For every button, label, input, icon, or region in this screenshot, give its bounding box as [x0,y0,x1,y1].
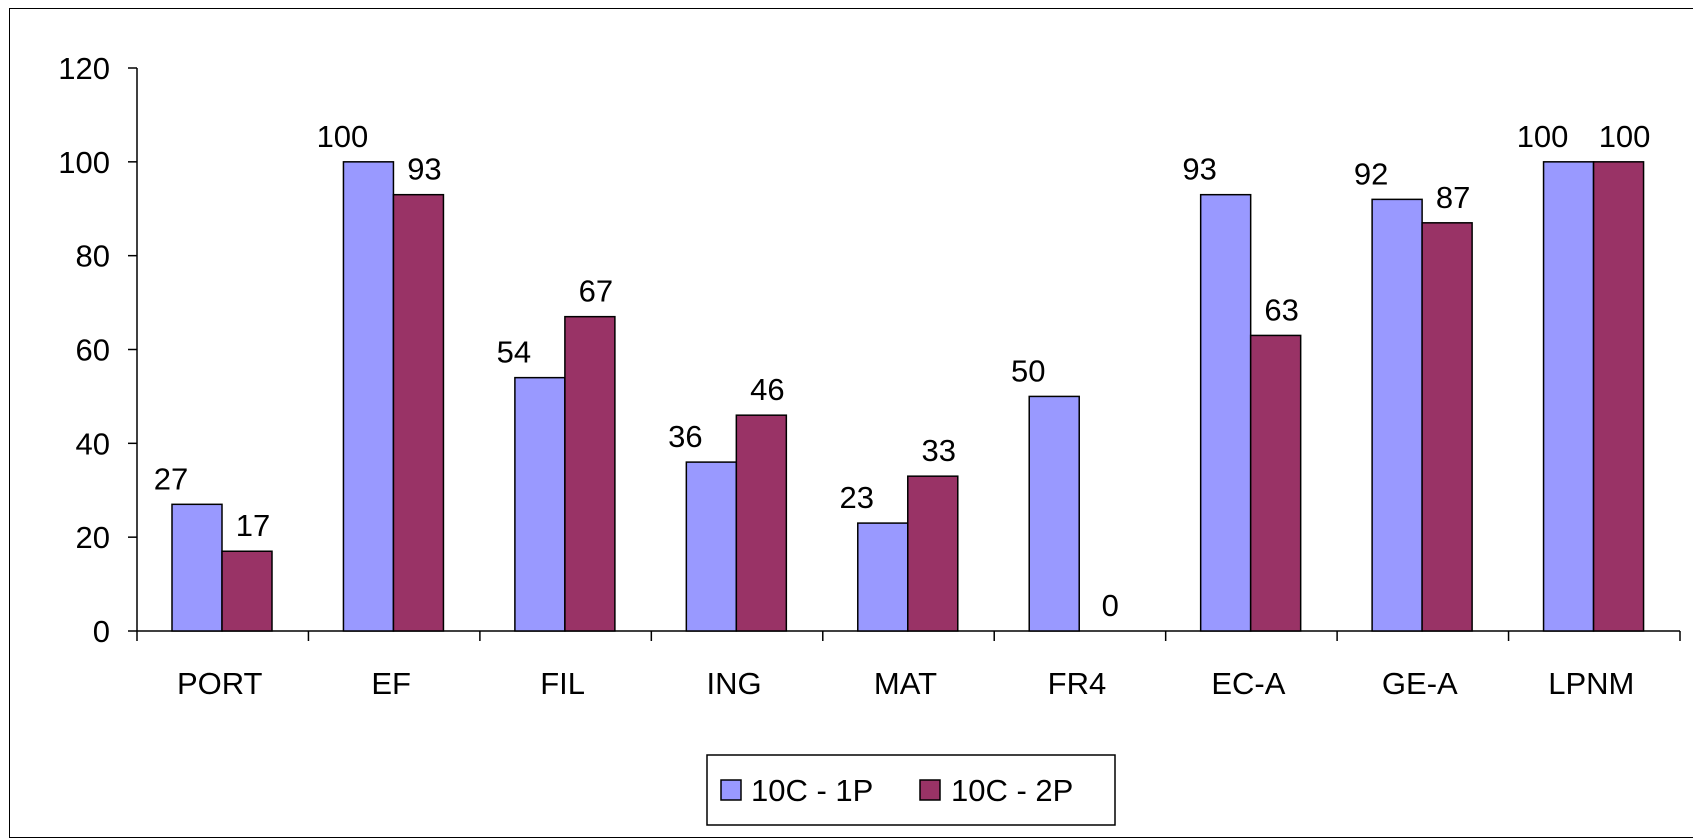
y-tick-label: 60 [76,333,110,368]
category-label: GE-A [1382,666,1458,701]
bar [1028,395,1080,632]
data-label: 17 [236,508,270,543]
bar [1542,161,1595,632]
bar [171,503,223,632]
bar [221,550,273,632]
data-label: 100 [317,119,369,154]
y-tick-label: 0 [93,614,110,649]
data-label: 100 [1599,119,1651,154]
data-label: 46 [750,372,784,407]
category-label: ING [706,666,761,701]
bar [1199,193,1252,632]
data-label: 87 [1436,180,1470,215]
legend-box [706,754,1116,826]
legend-label: 10C - 1P [751,773,873,808]
category-label: FIL [540,666,585,701]
bar [564,315,616,632]
data-label: 27 [154,461,188,496]
category-label: EF [371,666,411,701]
data-label: 33 [922,433,956,468]
category-label: LPNM [1548,666,1634,701]
data-label: 67 [579,274,613,309]
y-tick-label: 100 [58,145,110,180]
category-label: EC-A [1211,666,1285,701]
bar [907,475,959,632]
category-label: MAT [874,666,937,701]
data-label: 93 [407,152,441,187]
y-tick-label: 80 [76,239,110,274]
bar [685,461,738,632]
data-label: 54 [497,335,531,370]
bar [1421,222,1473,632]
legend-swatch [919,779,941,801]
y-tick-label: 40 [76,426,110,461]
data-label: 23 [840,480,874,515]
bar [1592,161,1645,632]
bar [857,522,909,632]
data-label: 92 [1354,156,1388,191]
data-label: 50 [1011,353,1045,388]
bar [735,414,788,632]
data-label: 0 [1102,588,1119,623]
y-tick-label: 120 [58,51,110,86]
bar [514,376,566,632]
bar [1371,198,1423,632]
data-label: 63 [1264,292,1298,327]
category-label: PORT [177,666,263,701]
data-label: 93 [1182,152,1216,187]
y-tick-label: 20 [76,520,110,555]
legend-swatch [720,779,742,801]
bar [342,161,395,632]
legend-label: 10C - 2P [951,773,1073,808]
category-label: FR4 [1048,666,1107,701]
bar [392,193,445,632]
bar [1249,334,1302,632]
data-label: 36 [668,419,702,454]
data-label: 100 [1517,119,1569,154]
